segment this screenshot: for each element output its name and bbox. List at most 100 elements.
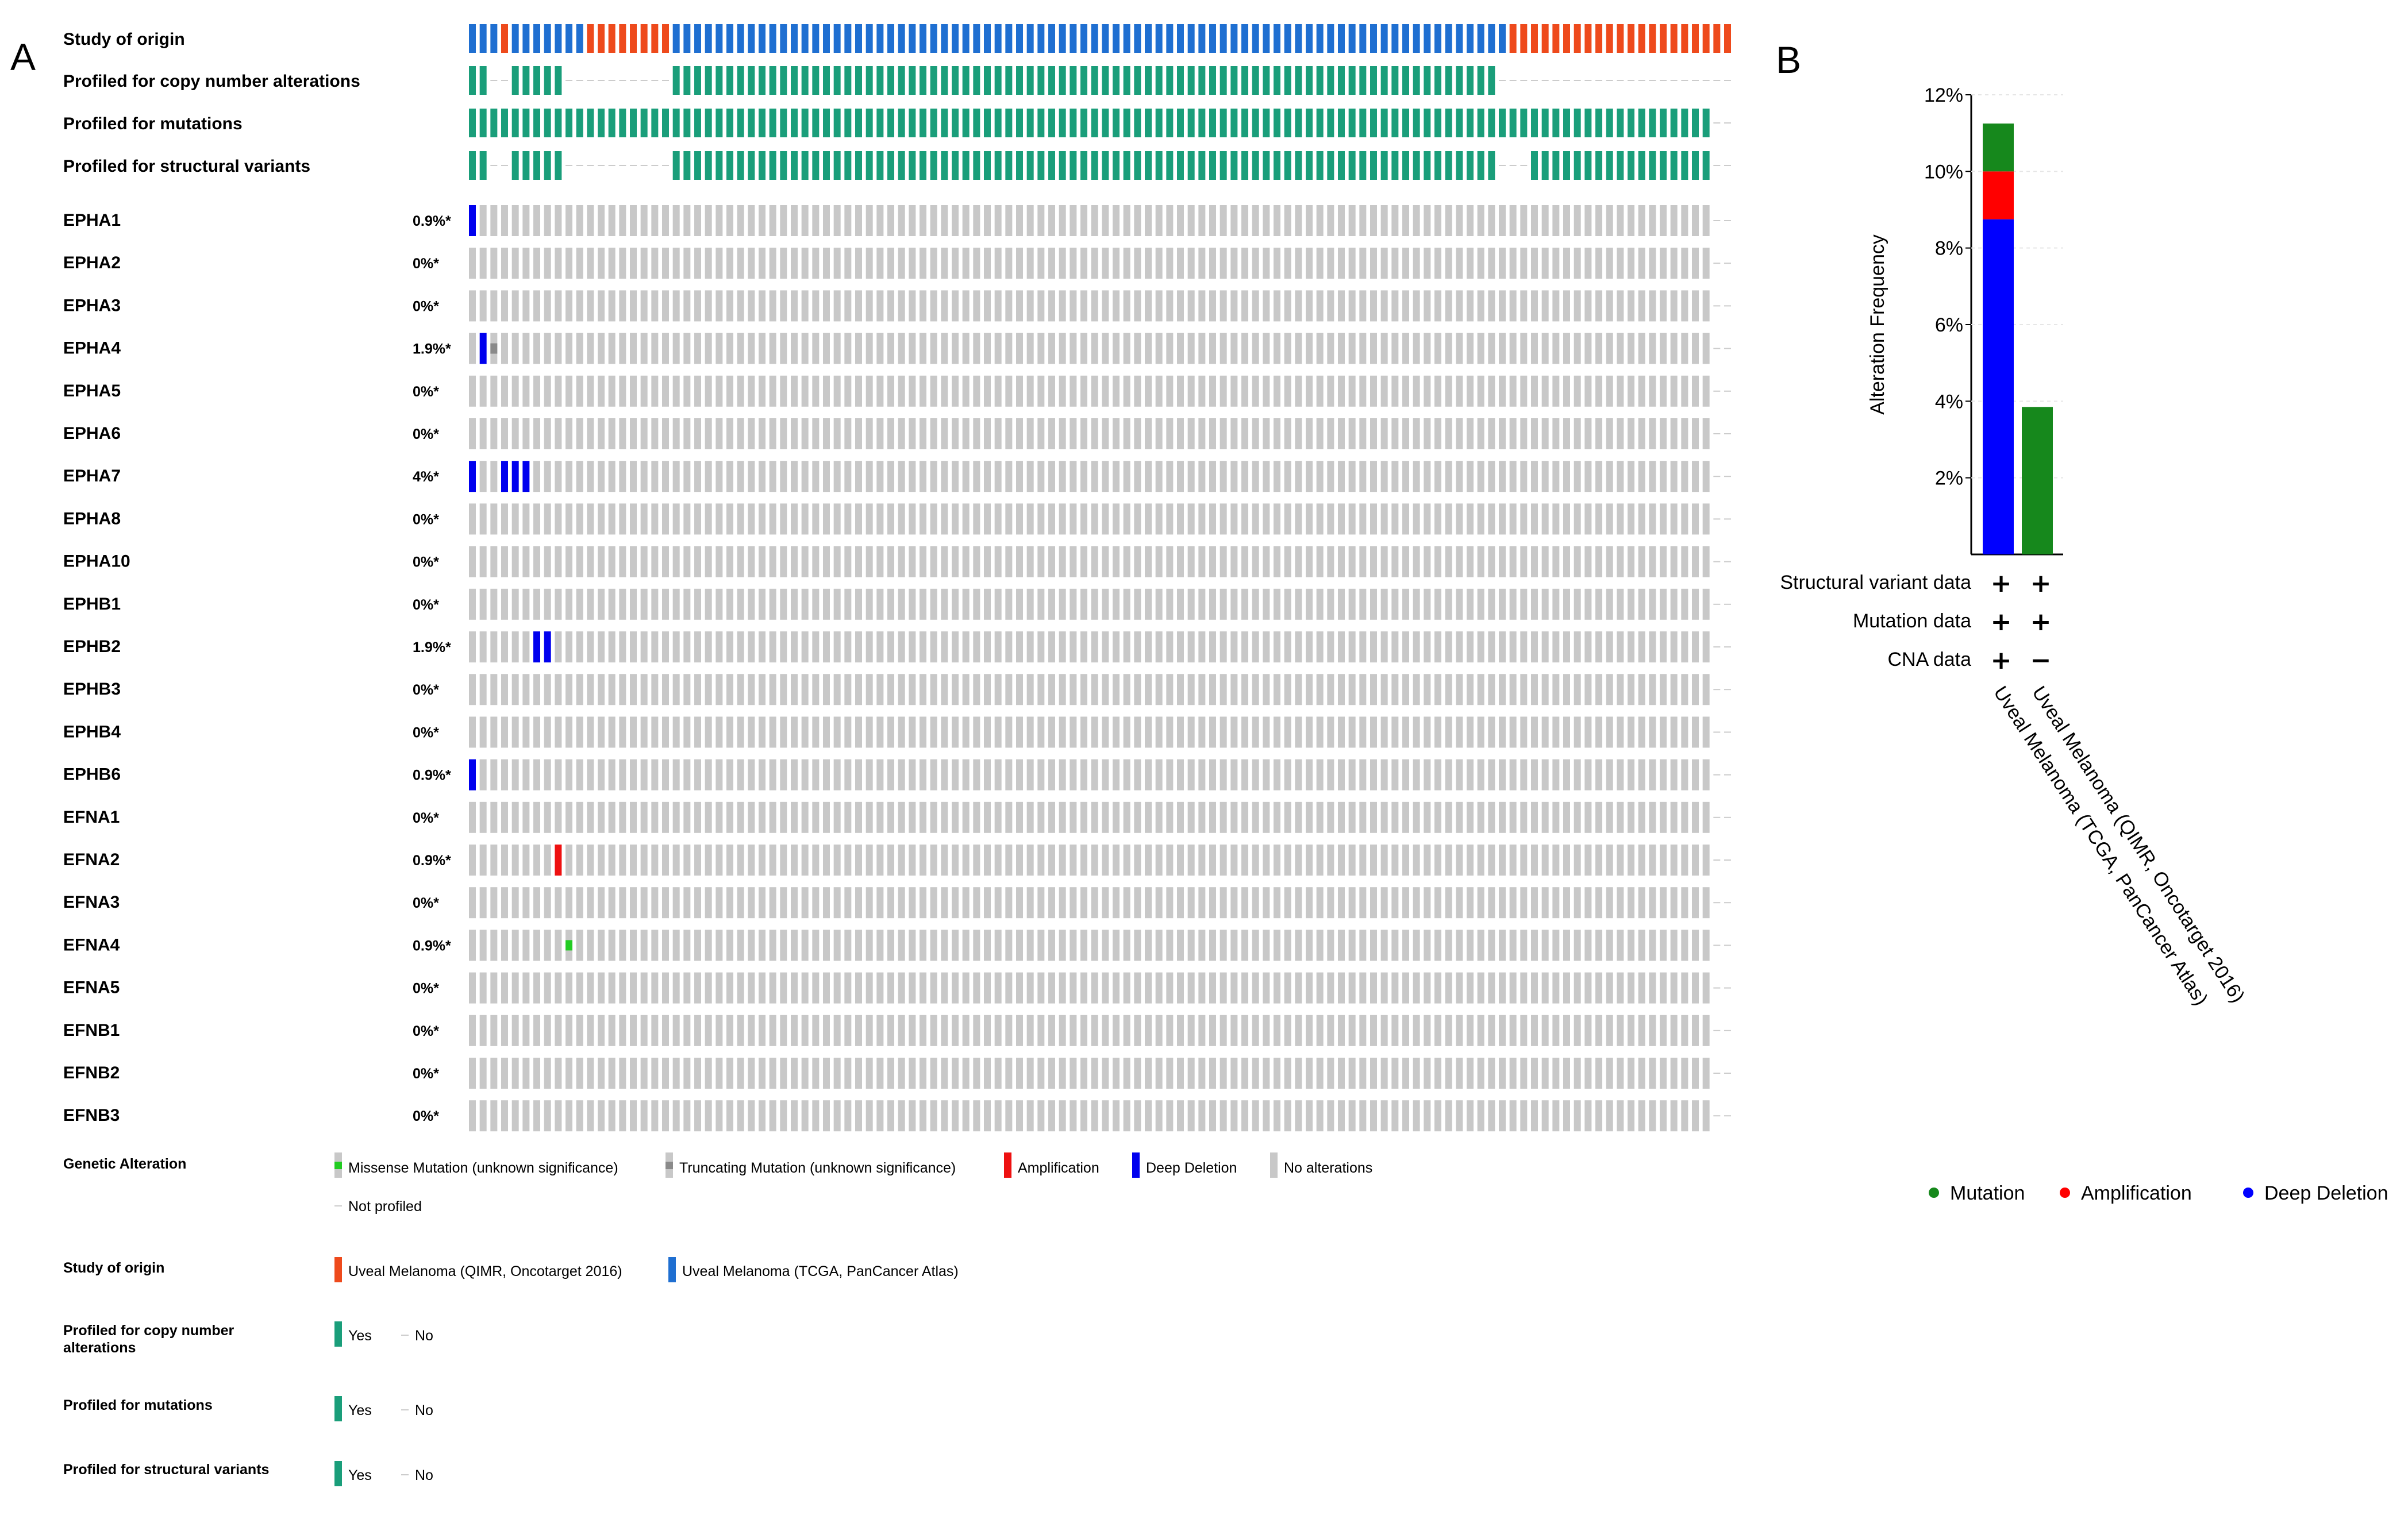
no-alteration-cell [1059, 845, 1066, 876]
profiled-cell [1155, 109, 1163, 137]
no-alteration-cell [1670, 674, 1678, 706]
no-alteration-cell [1552, 503, 1560, 535]
no-alteration-cell [1359, 1015, 1367, 1046]
profiled-cell [1102, 66, 1109, 95]
no-alteration-cell [1177, 801, 1184, 833]
no-alteration-cell [1499, 887, 1506, 919]
no-alteration-cell [1456, 801, 1463, 833]
no-alteration-cell [930, 801, 937, 833]
no-alteration-cell [1338, 1100, 1345, 1132]
no-alteration-cell [801, 503, 809, 535]
no-alteration-cell [973, 759, 980, 791]
no-alteration-cell [1123, 801, 1130, 833]
study-cell [1295, 24, 1302, 53]
no-alteration-cell [1220, 333, 1227, 364]
no-alteration-cell [1391, 674, 1399, 706]
no-alteration-cell [1316, 1100, 1324, 1132]
no-alteration-cell [479, 801, 487, 833]
no-alteration-cell [1488, 845, 1495, 876]
no-alteration-cell [1048, 1058, 1055, 1089]
no-alteration-cell [887, 972, 894, 1004]
no-alteration-cell [1402, 418, 1409, 449]
no-alteration-cell [1413, 1015, 1420, 1046]
no-alteration-cell [1037, 930, 1045, 961]
no-alteration-cell [1348, 716, 1356, 748]
no-alteration-cell [1348, 588, 1356, 620]
no-alteration-cell [1048, 716, 1055, 748]
no-alteration-cell [855, 461, 862, 492]
gene-label: EPHB4 [63, 722, 121, 741]
no-alteration-cell [1274, 1100, 1280, 1132]
no-alteration-cell [1230, 930, 1238, 961]
no-alteration-cell [1445, 205, 1452, 236]
no-alteration-cell [1456, 248, 1463, 279]
profiled-cell [876, 66, 884, 95]
no-alteration-cell [1499, 461, 1506, 492]
profiled-cell [1348, 151, 1356, 180]
no-alteration-cell [1026, 503, 1034, 535]
no-alteration-cell [855, 290, 862, 322]
no-alteration-cell [662, 546, 669, 577]
no-alteration-cell [587, 546, 594, 577]
no-alteration-cell [1692, 1058, 1699, 1089]
no-alteration-cell [780, 418, 787, 449]
no-alteration-cell [1177, 461, 1184, 492]
profiled-cell [1306, 109, 1313, 137]
no-alteration-cell [555, 461, 562, 492]
no-alteration-cell [780, 503, 787, 535]
no-alteration-cell [1187, 801, 1195, 833]
no-alteration-cell [1488, 290, 1495, 322]
no-alteration-cell [522, 930, 530, 961]
no-alteration-cell [1681, 375, 1688, 407]
no-alteration-cell [1413, 418, 1420, 449]
no-alteration-cell [511, 290, 519, 322]
no-alteration-cell [1091, 759, 1098, 791]
profiled-cell [1295, 151, 1302, 180]
no-alteration-cell [1413, 333, 1420, 364]
study-cell [716, 24, 723, 53]
no-alteration-cell [1531, 375, 1538, 407]
no-alteration-cell [1123, 845, 1130, 876]
no-alteration-cell [1628, 887, 1634, 919]
no-alteration-cell [1467, 461, 1474, 492]
profiled-cell [1123, 151, 1130, 180]
no-alteration-cell [1016, 546, 1023, 577]
profiled-cell [1155, 151, 1163, 180]
no-alteration-cell [1274, 1058, 1280, 1089]
no-alteration-cell [1198, 930, 1206, 961]
no-alteration-cell [1531, 845, 1538, 876]
no-alteration-cell [833, 631, 841, 662]
no-alteration-cell [898, 205, 905, 236]
no-alteration-cell [640, 930, 648, 961]
profiled-cell [683, 109, 691, 137]
deep-deletion-cell [533, 631, 540, 662]
no-alteration-cell [769, 1100, 776, 1132]
no-alteration-cell [1091, 1058, 1098, 1089]
no-alteration-cell [941, 972, 948, 1004]
no-alteration-cell [630, 248, 637, 279]
no-alteration-cell [1155, 887, 1163, 919]
no-alteration-cell [994, 1015, 1002, 1046]
no-alteration-cell [1113, 887, 1120, 919]
no-alteration-cell [1531, 759, 1538, 791]
study-cell [469, 24, 476, 53]
no-alteration-cell [544, 248, 551, 279]
no-alteration-cell [683, 716, 691, 748]
no-alteration-cell [640, 631, 648, 662]
no-alteration-cell [1187, 1100, 1195, 1132]
no-alteration-cell [1488, 1015, 1495, 1046]
no-alteration-cell [1005, 716, 1013, 748]
no-alteration-cell [1531, 801, 1538, 833]
no-alteration-cell [791, 418, 798, 449]
profiled-cell [1348, 66, 1356, 95]
no-alteration-cell [1434, 972, 1441, 1004]
panel-b-label: B [1776, 38, 1801, 81]
no-alteration-cell [930, 588, 937, 620]
study-cell [511, 24, 519, 53]
no-alteration-cell [533, 290, 540, 322]
no-alteration-cell [694, 972, 701, 1004]
no-alteration-cell [1520, 631, 1528, 662]
no-alteration-cell [479, 1015, 487, 1046]
no-alteration-cell [1348, 631, 1356, 662]
profiled-cell [952, 66, 959, 95]
